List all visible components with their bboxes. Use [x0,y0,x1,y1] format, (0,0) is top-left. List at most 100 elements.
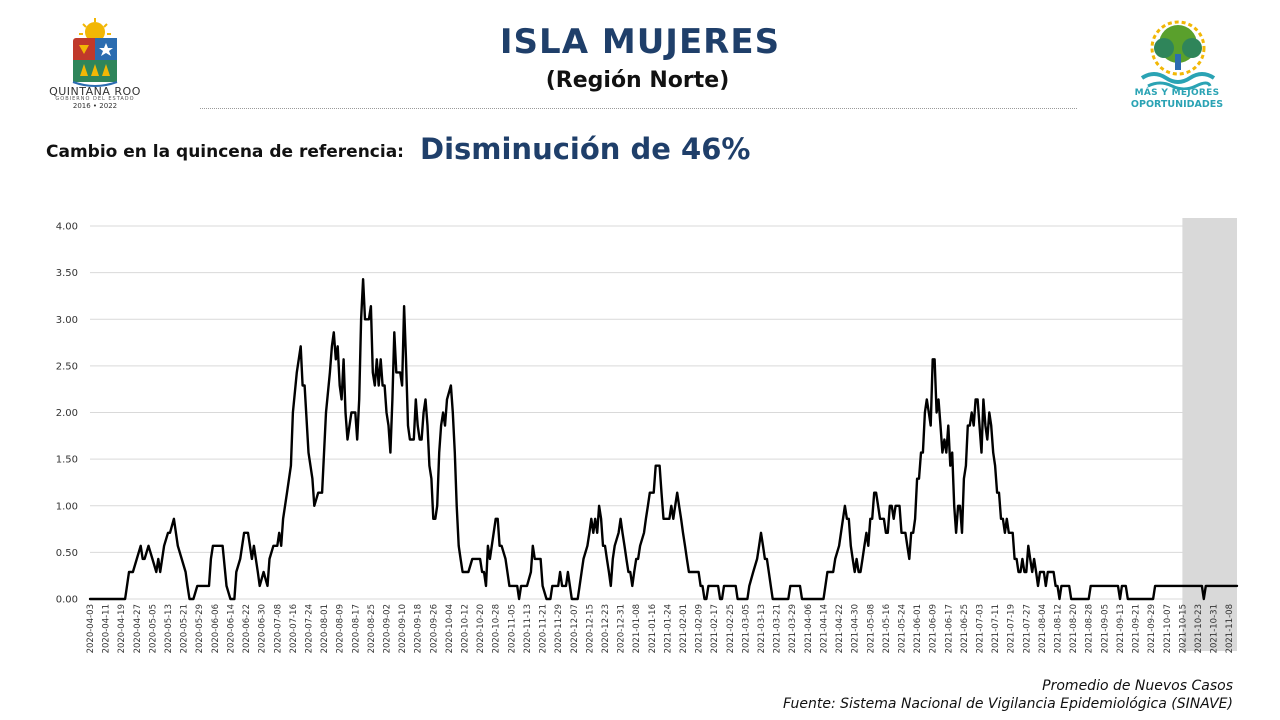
x-tick-label: 2021-06-25 [960,604,970,653]
shaded-reference-period [1182,218,1237,651]
x-tick-label: 2020-05-21 [180,604,190,653]
x-tick-label: 2020-07-16 [289,604,299,653]
x-tick-label: 2020-06-22 [242,604,252,653]
x-tick-label: 2021-07-27 [1022,604,1032,653]
x-tick-label: 2021-06-17 [944,604,954,653]
x-tick-label: 2020-10-04 [445,604,455,653]
y-tick-label: 0.50 [56,548,78,559]
change-label: Cambio en la quincena de referencia: [46,142,404,162]
x-tick-label: 2021-10-23 [1194,604,1204,653]
x-tick-label: 2021-08-28 [1085,604,1095,653]
x-tick-label: 2021-02-01 [679,604,689,653]
x-tick-label: 2020-04-27 [133,604,143,653]
x-tick-label: 2020-04-03 [86,604,96,653]
x-tick-label: 2020-10-28 [492,604,502,653]
x-tick-label: 2020-08-17 [351,604,361,653]
x-tick-label: 2021-02-09 [695,604,705,653]
quintana-roo-coat-of-arms-logo [72,18,118,87]
x-tick-label: 2020-08-25 [367,604,377,653]
y-tick-label: 4.00 [56,222,78,233]
x-tick-label: 2020-11-29 [554,604,564,653]
x-tick-label: 2020-06-06 [211,604,221,653]
x-tick-label: 2020-10-12 [461,604,471,653]
x-tick-label: 2020-09-18 [414,604,424,653]
x-tick-label: 2021-09-21 [1132,604,1142,653]
x-tick-label: 2021-09-29 [1147,604,1157,653]
y-tick-label: 1.50 [56,455,78,466]
x-tick-label: 2021-07-19 [1007,604,1017,653]
x-tick-label: 2020-04-11 [102,604,112,653]
x-tick-label: 2020-06-30 [258,604,268,653]
x-tick-label: 2021-04-22 [835,604,845,653]
x-tick-label: 2021-10-31 [1210,604,1220,653]
x-tick-label: 2021-05-16 [882,604,892,653]
x-tick-label: 2021-08-12 [1054,604,1064,653]
x-tick-label: 2021-07-03 [976,604,986,653]
x-tick-label: 2021-09-05 [1100,604,1110,653]
header-divider [200,108,1077,109]
series-label: Promedio de Nuevos Casos [1042,678,1233,694]
x-tick-label: 2021-11-08 [1225,604,1235,653]
logo-right-line2: OPORTUNIDADES [1130,99,1224,110]
x-tick-label: 2021-04-06 [804,604,814,653]
y-tick-label: 3.00 [56,315,78,326]
logo-left-subtitle: GOBIERNO DEL ESTADO [55,96,135,102]
x-tick-label: 2020-12-15 [585,604,595,653]
logo-left-years: 2016 • 2022 [72,102,118,110]
x-tick-label: 2020-05-13 [164,604,174,653]
x-tick-label: 2020-08-01 [320,604,330,653]
x-tick-label: 2021-03-21 [773,604,783,653]
x-tick-label: 2021-08-04 [1038,604,1048,653]
x-tick-label: 2021-07-11 [991,604,1001,653]
logo-left-name: QUINTANA ROO [49,85,141,98]
x-tick-label: 2020-05-29 [195,604,205,653]
x-tick-label: 2020-10-20 [476,604,486,653]
x-tick-label: 2021-03-05 [741,604,751,653]
x-tick-label: 2021-06-01 [913,604,923,653]
x-tick-label: 2020-05-05 [148,604,158,653]
x-tick-label: 2020-11-05 [507,604,517,653]
x-tick-label: 2020-11-13 [523,604,533,653]
x-tick-label: 2020-07-08 [273,604,283,653]
x-tick-label: 2021-05-24 [897,604,907,653]
x-tick-label: 2021-02-17 [710,604,720,653]
x-tick-label: 2021-01-08 [632,604,642,653]
x-tick-label: 2021-04-30 [851,604,861,653]
x-tick-label: 2021-02-25 [726,604,736,653]
y-tick-label: 0.00 [56,595,78,606]
x-tick-label: 2020-07-24 [304,604,314,653]
x-tick-label: 2021-01-24 [663,604,673,653]
logo-right-line1: MÁS Y MEJORES [1134,88,1220,98]
x-tick-label: 2021-10-07 [1163,604,1173,653]
x-tick-label: 2020-08-09 [336,604,346,653]
source-note: Fuente: Sistema Nacional de Vigilancia E… [783,696,1233,712]
x-tick-label: 2020-09-26 [429,604,439,653]
x-tick-label: 2020-12-23 [601,604,611,653]
y-tick-label: 3.50 [56,268,78,279]
x-tick-label: 2020-12-31 [617,604,627,653]
x-tick-label: 2021-06-09 [929,604,939,653]
x-tick-label: 2021-10-15 [1178,604,1188,653]
series-line [88,278,1239,601]
x-tick-label: 2021-09-13 [1116,604,1126,653]
x-tick-label: 2020-12-07 [570,604,580,653]
x-tick-label: 2021-01-16 [648,604,658,653]
x-tick-label: 2021-03-29 [788,604,798,653]
page-title: ISLA MUJERES [499,22,781,62]
x-tick-label: 2020-11-21 [539,604,549,653]
x-tick-label: 2021-03-13 [757,604,767,653]
x-tick-label: 2021-08-20 [1069,604,1079,653]
change-value: Disminución de 46% [420,132,751,166]
x-tick-label: 2021-04-14 [819,604,829,653]
x-tick-label: 2020-09-02 [383,604,393,653]
page-subtitle: (Región Norte) [545,68,730,93]
x-tick-label: 2020-04-19 [117,604,127,653]
y-tick-label: 2.00 [56,408,78,419]
tree-logo [1140,20,1216,90]
y-tick-label: 2.50 [56,361,78,372]
x-tick-label: 2020-09-10 [398,604,408,653]
x-tick-label: 2021-05-08 [866,604,876,653]
y-tick-label: 1.00 [56,501,78,512]
x-tick-label: 2020-06-14 [226,604,236,653]
